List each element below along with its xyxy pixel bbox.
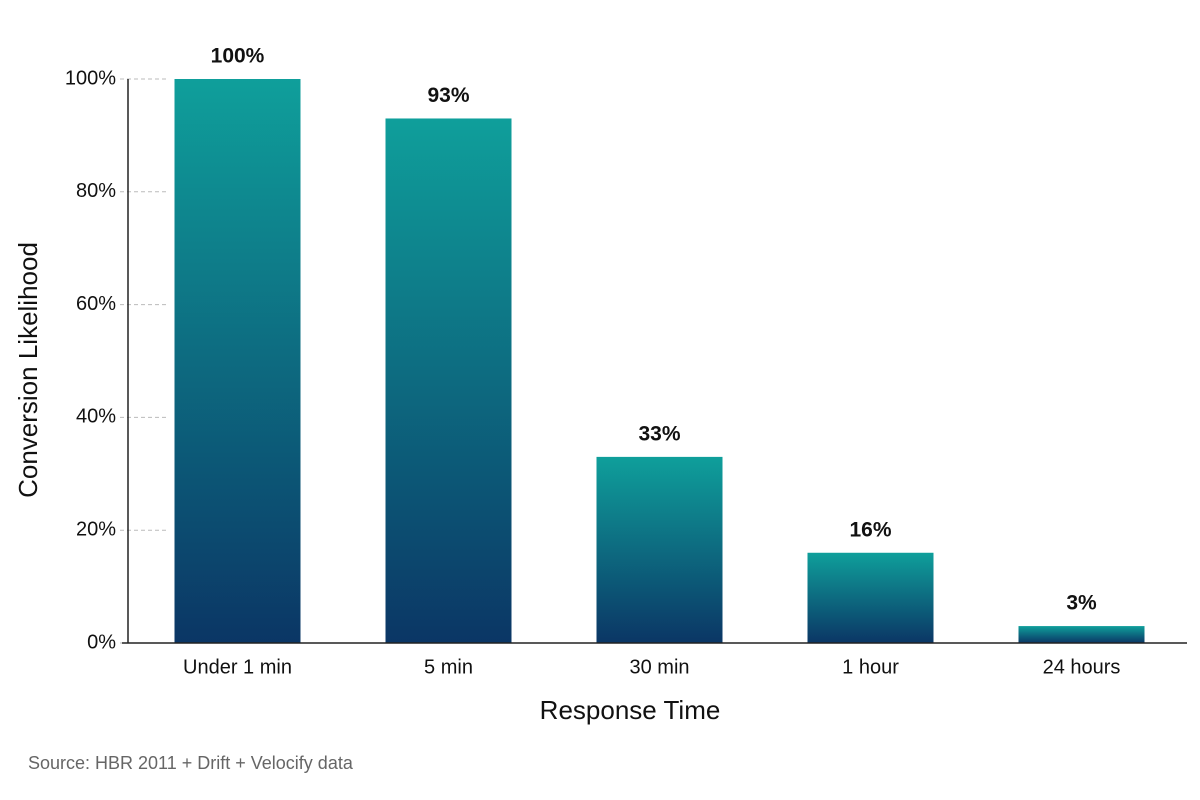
bar [1018, 626, 1145, 643]
value-label: 3% [1066, 592, 1097, 615]
y-axis-title: Conversion Likelihood [13, 242, 43, 498]
x-tick-label: 1 hour [842, 656, 899, 678]
x-axis-title: Response Time [540, 695, 721, 725]
y-tick-label: 100% [65, 67, 116, 89]
source-note: Source: HBR 2011 + Drift + Velocify data [28, 753, 354, 773]
bar [385, 118, 512, 644]
y-tick-label: 80% [76, 180, 116, 202]
bar [596, 456, 723, 643]
value-label: 16% [849, 518, 891, 541]
y-tick-label: 60% [76, 293, 116, 315]
value-label: 33% [638, 422, 680, 445]
x-tick-label: 24 hours [1043, 656, 1121, 678]
bar [174, 79, 301, 643]
x-tick-label: 5 min [424, 656, 473, 678]
x-tick-label: Under 1 min [183, 656, 292, 678]
bar [807, 552, 934, 643]
y-tick-label: 40% [76, 406, 116, 428]
y-tick-label: 20% [76, 518, 116, 540]
value-label: 93% [427, 84, 469, 107]
x-tick-label: 30 min [629, 656, 689, 678]
value-label: 100% [211, 45, 265, 68]
y-tick-label: 0% [87, 631, 116, 653]
